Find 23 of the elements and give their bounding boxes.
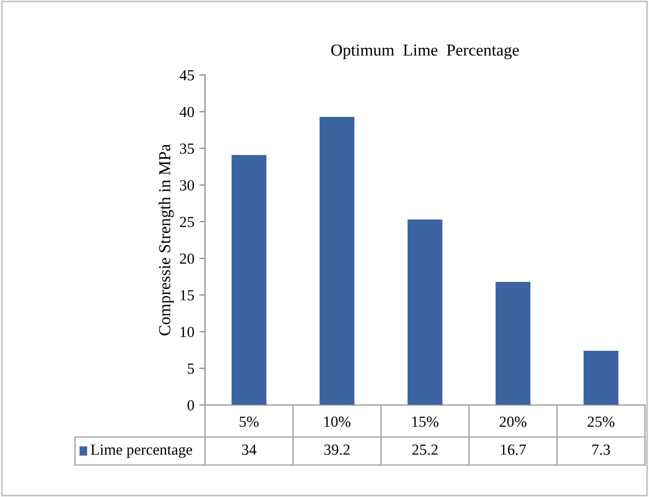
x-tick-label: 25% — [588, 416, 614, 427]
y-tick-label: 25 — [180, 216, 194, 228]
data-label: 7.3 — [592, 444, 610, 455]
x-tick-label: 10% — [324, 416, 350, 427]
y-axis-title: Compressie Strength in MPa — [158, 144, 174, 336]
y-tick-label: 20 — [180, 253, 194, 264]
chart-title: Optimum Lime Percentage — [331, 44, 519, 60]
y-tick-label: 45 — [180, 70, 194, 80]
y-tick-label: 40 — [180, 106, 194, 118]
data-label: 39.2 — [324, 444, 350, 455]
x-tick-label: 5% — [240, 416, 259, 427]
x-tick-label: 20% — [500, 416, 526, 427]
y-tick-label: 10 — [180, 326, 194, 338]
y-tick-label: 5 — [188, 364, 194, 374]
data-label: 34 — [242, 444, 256, 455]
data-label: 25.2 — [412, 444, 438, 455]
data-label: 16.7 — [500, 444, 526, 455]
y-tick-label: 35 — [180, 144, 194, 154]
y-tick-label: 0 — [188, 400, 194, 410]
legend-label: Lime percentage — [90, 444, 192, 458]
y-tick-label: 15 — [180, 290, 194, 300]
x-tick-label: 15% — [412, 416, 438, 427]
y-tick-label: 30 — [180, 180, 194, 190]
